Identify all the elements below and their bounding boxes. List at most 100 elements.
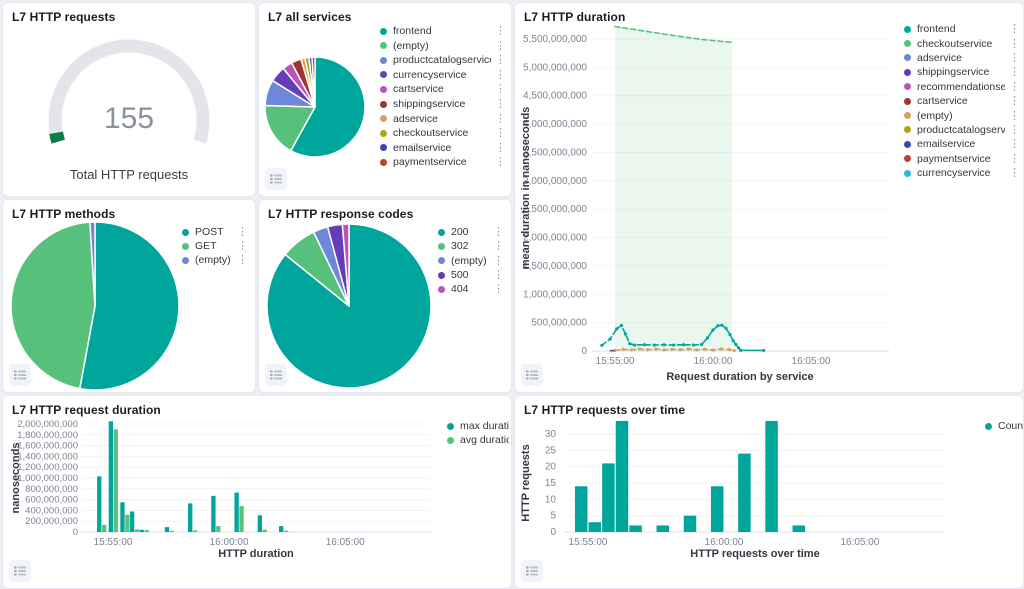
bar-maxduration[interactable]	[164, 527, 170, 532]
legend-color-dot[interactable]	[904, 25, 911, 33]
data-point[interactable]	[711, 328, 715, 332]
bar-maxduration[interactable]	[234, 492, 239, 532]
legend-actions-icon[interactable]: ⋮	[1009, 123, 1020, 136]
data-point[interactable]	[646, 348, 650, 352]
legend-color-dot[interactable]	[380, 158, 387, 166]
legend-item-empty[interactable]: (empty) ⋮	[904, 108, 1020, 122]
legend-color-dot[interactable]	[182, 242, 189, 250]
bar-Count[interactable]	[574, 486, 588, 532]
legend-actions-icon[interactable]: ⋮	[493, 240, 504, 253]
data-point[interactable]	[686, 347, 691, 351]
data-point[interactable]	[678, 348, 682, 352]
data-point[interactable]	[699, 342, 704, 347]
legend-color-dot[interactable]	[447, 436, 454, 444]
bar-avgduration[interactable]	[144, 530, 149, 532]
legend-color-dot[interactable]	[904, 155, 911, 163]
data-point[interactable]	[642, 343, 647, 347]
bar-maxduration[interactable]	[278, 526, 284, 532]
legend-actions-icon[interactable]: ⋮	[237, 240, 248, 252]
data-point[interactable]	[732, 348, 736, 353]
data-point[interactable]	[623, 332, 628, 336]
data-point[interactable]	[727, 347, 731, 352]
legend-actions-icon[interactable]: ⋮	[1009, 51, 1020, 64]
legend-actions-icon[interactable]: ⋮	[495, 112, 506, 125]
bar-maxduration[interactable]	[120, 502, 125, 532]
legend-item-currencyservice[interactable]: currencyservice ⋮	[904, 166, 1020, 180]
legend-color-dot[interactable]	[380, 129, 387, 137]
bar-maxduration[interactable]	[108, 421, 113, 532]
legend-actions-icon[interactable]: ⋮	[1009, 152, 1020, 165]
legend-color-dot[interactable]	[380, 144, 387, 152]
bar-maxduration[interactable]	[211, 495, 216, 532]
legend-actions-icon[interactable]: ⋮	[493, 283, 504, 296]
data-point[interactable]	[621, 347, 625, 351]
legend-item-empty[interactable]: (empty) ⋮	[380, 39, 506, 54]
legend-item-empty[interactable]: (empty) ⋮	[182, 253, 248, 267]
legend-item-avgduration[interactable]: avg duration	[447, 433, 509, 447]
legend-color-dot[interactable]	[438, 285, 445, 293]
bar-Count[interactable]	[615, 420, 629, 532]
legend-actions-icon[interactable]: ⋮	[495, 68, 506, 81]
legend-item-paymentservice[interactable]: paymentservice ⋮	[380, 155, 506, 170]
data-point[interactable]	[705, 336, 710, 340]
legend-toggle-button[interactable]	[265, 168, 287, 190]
data-point[interactable]	[724, 326, 728, 330]
data-point[interactable]	[613, 348, 617, 353]
pie-slice-404[interactable]	[341, 223, 350, 307]
data-point[interactable]	[662, 348, 666, 352]
bar-Count[interactable]	[792, 525, 806, 532]
legend-item-checkoutservice[interactable]: checkoutservice ⋮	[904, 36, 1020, 50]
data-point[interactable]	[637, 347, 642, 351]
data-point[interactable]	[672, 343, 676, 347]
data-point[interactable]	[716, 324, 720, 328]
data-point[interactable]	[695, 348, 699, 352]
bar-Count[interactable]	[710, 486, 724, 532]
bar-maxduration[interactable]	[129, 511, 135, 532]
legend-actions-icon[interactable]: ⋮	[493, 254, 504, 267]
legend-item-frontend[interactable]: frontend ⋮	[380, 24, 506, 39]
data-point[interactable]	[762, 348, 766, 353]
legend-color-dot[interactable]	[438, 257, 445, 265]
legend-color-dot[interactable]	[904, 40, 911, 48]
data-point[interactable]	[728, 332, 732, 337]
legend-actions-icon[interactable]: ⋮	[495, 39, 506, 52]
bar-avgduration[interactable]	[169, 530, 175, 532]
legend-actions-icon[interactable]: ⋮	[1009, 80, 1020, 93]
legend-item-Count[interactable]: Count	[985, 419, 1023, 433]
legend-color-dot[interactable]	[904, 126, 911, 134]
bar-Count[interactable]	[656, 525, 670, 532]
legend-color-dot[interactable]	[904, 140, 911, 148]
legend-item-200[interactable]: 200 ⋮	[438, 225, 504, 239]
bar-Count[interactable]	[602, 463, 615, 532]
legend-item-404[interactable]: 404 ⋮	[438, 282, 504, 296]
legend-item-cartservice[interactable]: cartservice ⋮	[380, 82, 506, 97]
data-point[interactable]	[703, 347, 707, 351]
legend-item-adservice[interactable]: adservice ⋮	[904, 51, 1020, 65]
legend-color-dot[interactable]	[380, 100, 387, 108]
data-point[interactable]	[633, 343, 637, 347]
legend-color-dot[interactable]	[904, 169, 911, 177]
data-point[interactable]	[719, 347, 723, 351]
legend-item-adservice[interactable]: adservice ⋮	[380, 111, 506, 126]
legend-actions-icon[interactable]: ⋮	[1009, 167, 1020, 180]
data-point[interactable]	[654, 347, 658, 351]
bar-Count[interactable]	[629, 525, 642, 532]
legend-color-dot[interactable]	[380, 27, 387, 35]
bar-maxduration[interactable]	[139, 529, 144, 532]
legend-color-dot[interactable]	[380, 115, 387, 123]
legend-item-POST[interactable]: POST ⋮	[182, 225, 248, 239]
legend-color-dot[interactable]	[438, 242, 445, 250]
bar-Count[interactable]	[738, 453, 751, 532]
legend-toggle-button[interactable]	[9, 560, 31, 582]
legend-actions-icon[interactable]: ⋮	[495, 98, 506, 110]
legend-actions-icon[interactable]: ⋮	[1009, 138, 1020, 151]
legend-item-emailservice[interactable]: emailservice ⋮	[904, 137, 1020, 151]
data-point[interactable]	[670, 347, 674, 351]
legend-color-dot[interactable]	[380, 42, 387, 50]
legend-toggle-button[interactable]	[265, 364, 287, 386]
bar-avgduration[interactable]	[134, 529, 140, 532]
series-line-empty[interactable]	[614, 348, 736, 352]
bar-Count[interactable]	[588, 522, 602, 532]
pie-slice-frontend[interactable]	[289, 56, 366, 158]
data-point[interactable]	[682, 343, 686, 347]
